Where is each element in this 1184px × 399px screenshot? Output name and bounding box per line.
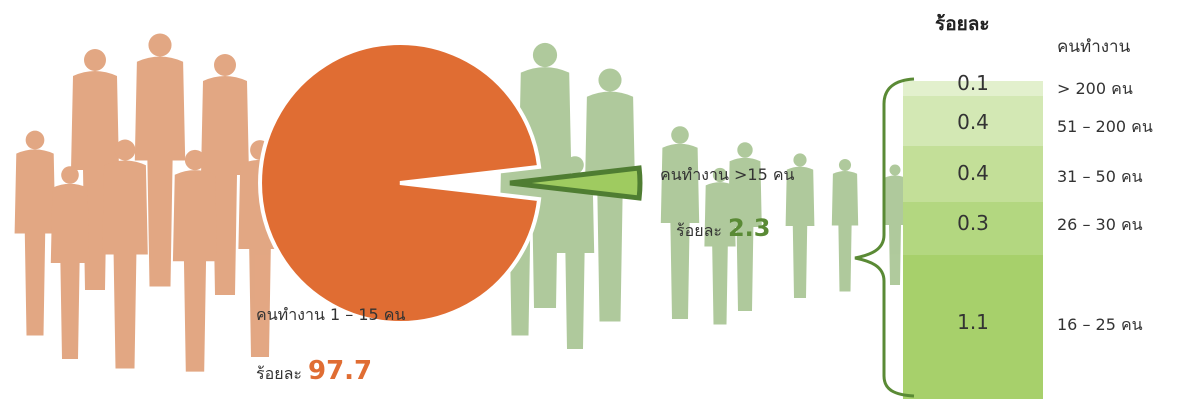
pie-chart <box>258 41 643 325</box>
pie-slice-big <box>258 41 542 325</box>
big-slice-value: 97.7 <box>307 356 373 386</box>
big-slice-percent: ร้อยละ 97.7 <box>256 356 372 387</box>
orange-people-silhouettes <box>14 33 282 372</box>
bar-segment-category: 31 – 50 คน <box>1057 167 1143 186</box>
small-slice-percent-prefix: ร้อยละ <box>676 221 722 240</box>
person-silhouette-icon <box>201 54 249 295</box>
bar-segment-category: > 200 คน <box>1057 79 1133 98</box>
bar-segment-value: 0.4 <box>957 161 989 185</box>
bar-segment-value: 0.3 <box>957 211 989 235</box>
person-silhouette-icon <box>14 130 56 336</box>
bar-segment-value: 0.4 <box>957 110 989 134</box>
small-slice-percent: ร้อยละ 2.3 <box>676 214 771 244</box>
bar-segment <box>903 255 1043 399</box>
bar-segment-category: 26 – 30 คน <box>1057 215 1143 234</box>
person-silhouette-icon <box>831 158 859 292</box>
person-silhouette-icon <box>102 139 148 369</box>
person-silhouette-icon <box>71 49 119 290</box>
bar-segment-category: 51 – 200 คน <box>1057 117 1153 136</box>
workers-column-header: คนทำงาน <box>1057 37 1131 57</box>
bar-segment-value: 0.1 <box>957 71 989 95</box>
bar-segment-value: 1.1 <box>957 310 989 334</box>
person-silhouette-icon <box>555 156 595 349</box>
person-silhouette-icon <box>883 164 907 285</box>
person-silhouette-icon <box>785 153 815 298</box>
big-slice-percent-prefix: ร้อยละ <box>256 364 302 383</box>
person-silhouette-icon <box>728 142 762 311</box>
person-silhouette-icon <box>134 33 186 287</box>
person-silhouette-icon <box>50 166 90 359</box>
bar-segment <box>903 81 1043 96</box>
person-silhouette-icon <box>172 149 218 372</box>
small-slice-value: 2.3 <box>727 214 771 242</box>
small-slice-label: คนทำงาน >15 คน <box>660 165 795 184</box>
bar-segment <box>903 146 1043 202</box>
percent-column-header: ร้อยละ <box>935 13 990 35</box>
brace <box>854 77 915 398</box>
big-slice-label: คนทำงาน 1 – 15 คน <box>256 305 406 324</box>
person-silhouette-icon <box>704 167 736 325</box>
stacked-bar-chart <box>903 81 1043 399</box>
bar-segment-category: 16 – 25 คน <box>1057 315 1143 334</box>
bar-segment <box>903 96 1043 146</box>
person-silhouette-icon <box>660 126 700 319</box>
pie-slice-small <box>509 165 643 201</box>
green-people-silhouettes <box>499 42 907 349</box>
bar-segment <box>903 202 1043 255</box>
person-silhouette-icon <box>584 68 636 322</box>
